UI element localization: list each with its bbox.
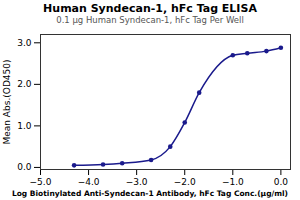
svg-text:−3.0: −3.0 bbox=[126, 177, 148, 187]
svg-text:1.0: 1.0 bbox=[17, 121, 32, 131]
html-text:Human Syndecan-1, hFc Tag ELIS: Human Syndecan-1, hFc Tag ELISA bbox=[43, 2, 257, 15]
html-text:0.1 μg Human Syndecan-1, hFc T: 0.1 μg Human Syndecan-1, hFc Tag Per Wel… bbox=[56, 15, 244, 25]
svg-text:−4.0: −4.0 bbox=[78, 177, 100, 187]
svg-text:3.0: 3.0 bbox=[17, 38, 32, 48]
svg-text:−1.0: −1.0 bbox=[222, 177, 244, 187]
svg-text:0.0: 0.0 bbox=[17, 162, 32, 172]
svg-text:−5.0: −5.0 bbox=[30, 177, 52, 187]
svg-text:−2.0: −2.0 bbox=[174, 177, 196, 187]
svg-text:Mean Abs.(OD450): Mean Abs.(OD450) bbox=[2, 59, 12, 144]
html-text:Log Biotinylated Anti-Syndecan: Log Biotinylated Anti-Syndecan-1 Antibod… bbox=[11, 189, 289, 198]
svg-text:0.0: 0.0 bbox=[274, 177, 289, 187]
svg-text:2.0: 2.0 bbox=[17, 79, 32, 89]
